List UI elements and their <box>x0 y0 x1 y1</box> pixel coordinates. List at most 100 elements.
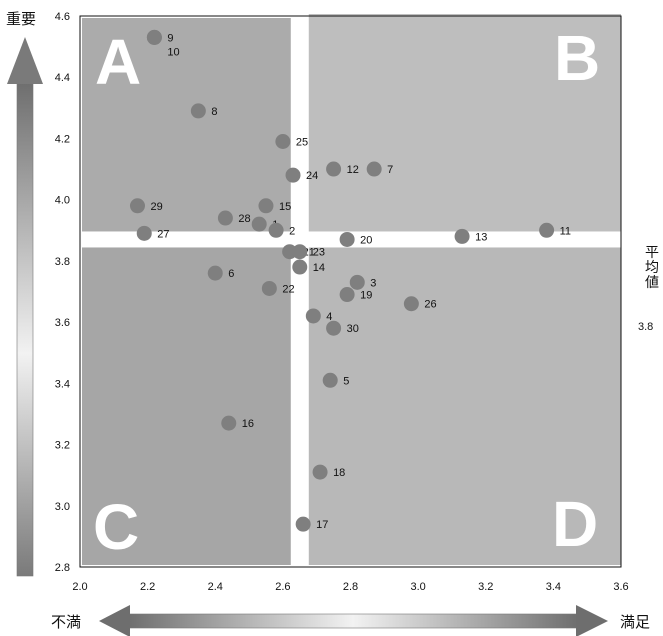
data-points: 1234567891011121314151617181920212223242… <box>129 29 571 532</box>
point-label-16: 16 <box>242 418 254 430</box>
importance-label: 重要 <box>6 10 36 28</box>
x-tick-label: 3.0 <box>410 581 425 593</box>
average-label-char: 平 <box>645 245 659 261</box>
point-label-17: 17 <box>316 519 328 531</box>
average-label-char: 値 <box>645 275 659 291</box>
point-label-8: 8 <box>211 106 217 118</box>
point-22 <box>261 280 277 296</box>
quadrant-label-d: D <box>552 488 598 560</box>
x-tick-label: 2.6 <box>275 581 290 593</box>
x-tick-label: 2.2 <box>140 581 155 593</box>
quadrant-b <box>308 14 621 232</box>
point-label-25: 25 <box>296 137 308 149</box>
point-label-9: 9 <box>167 32 173 44</box>
point-label-26: 26 <box>424 299 436 311</box>
y-tick-label: 4.2 <box>55 133 70 145</box>
y-tick-label: 4.0 <box>55 195 70 207</box>
x-tick-label: 2.0 <box>72 581 87 593</box>
y-tick-label: 3.4 <box>55 378 70 390</box>
point-label-14: 14 <box>313 262 325 274</box>
point-28 <box>217 210 233 226</box>
point-29 <box>129 198 145 214</box>
point-label-12: 12 <box>347 164 359 176</box>
point-6 <box>207 265 223 281</box>
point-18 <box>312 464 328 480</box>
point-label-24: 24 <box>306 170 318 182</box>
point-7 <box>366 161 382 177</box>
point-4 <box>305 308 321 324</box>
plot-frame <box>79 15 622 568</box>
x-tick-label: 3.2 <box>478 581 493 593</box>
quadrant-label-c: C <box>93 491 139 563</box>
point-label-20: 20 <box>360 234 372 246</box>
point-label-15: 15 <box>279 201 291 213</box>
point-label-7: 7 <box>387 164 393 176</box>
point-16 <box>221 415 237 431</box>
y-tick-label: 2.8 <box>55 562 70 574</box>
average-value-label: 平均値 3.8 <box>638 245 659 333</box>
point-label-4: 4 <box>326 311 332 323</box>
x-tick-label: 2.4 <box>208 581 223 593</box>
plot-area <box>79 14 622 568</box>
point-label-10: 10 <box>167 46 179 58</box>
point-label-27: 27 <box>157 228 169 240</box>
point-27 <box>136 225 152 241</box>
point-12 <box>326 161 342 177</box>
point-label-19: 19 <box>360 290 372 302</box>
y-axis-ticks: 2.8 3.0 3.2 3.4 3.6 3.8 4.0 4.2 4.4 4.6 <box>55 11 70 574</box>
point-1 <box>251 216 267 232</box>
point-20 <box>339 231 355 247</box>
point-8 <box>190 103 206 119</box>
point-11 <box>539 222 555 238</box>
point-17 <box>295 516 311 532</box>
point-5 <box>322 372 338 388</box>
satisfied-label: 満足 <box>620 613 650 631</box>
point-label-30: 30 <box>347 323 359 335</box>
average-value: 3.8 <box>638 321 653 333</box>
y-tick-label: 3.6 <box>55 317 70 329</box>
point-13 <box>454 228 470 244</box>
point-23 <box>292 244 308 260</box>
point-14 <box>292 259 308 275</box>
point-label-22: 22 <box>282 283 294 295</box>
point-19 <box>339 287 355 303</box>
x-tick-label: 3.4 <box>546 581 561 593</box>
point-label-3: 3 <box>370 277 376 289</box>
point-label-2: 2 <box>289 225 295 237</box>
y-tick-label: 3.2 <box>55 440 70 452</box>
point-label-6: 6 <box>228 268 234 280</box>
point-26 <box>403 296 419 312</box>
point-label-28: 28 <box>238 213 250 225</box>
point-label-23: 23 <box>313 247 325 259</box>
y-tick-label: 3.0 <box>55 501 70 513</box>
quadrant-label-b: B <box>554 22 600 94</box>
quadrant-label-a: A <box>95 26 141 98</box>
point-25 <box>275 134 291 150</box>
point-label-29: 29 <box>150 201 162 213</box>
point-label-11: 11 <box>560 225 571 237</box>
point-30 <box>326 320 342 336</box>
point-label-18: 18 <box>333 467 345 479</box>
average-label-char: 均 <box>645 260 659 276</box>
y-tick-label: 3.8 <box>55 256 70 268</box>
dissatisfied-label: 不満 <box>51 613 81 631</box>
x-axis-ticks: 2.0 2.2 2.4 2.6 2.8 3.0 3.2 3.4 3.6 <box>72 581 628 593</box>
y-tick-label: 4.6 <box>55 11 70 23</box>
point-label-13: 13 <box>475 231 487 243</box>
point-10 <box>146 29 162 45</box>
satisfaction-arrow <box>99 605 608 636</box>
quadrant-d <box>308 247 621 565</box>
point-2 <box>268 222 284 238</box>
x-tick-label: 2.8 <box>343 581 358 593</box>
y-tick-label: 4.4 <box>55 72 70 84</box>
quadrant-c <box>82 247 291 565</box>
x-tick-label: 3.6 <box>613 581 628 593</box>
quadrant-a <box>82 18 291 232</box>
point-3 <box>349 274 365 290</box>
point-label-5: 5 <box>343 375 349 387</box>
quadrant-labels: A B C D <box>93 22 600 563</box>
importance-arrow <box>7 37 43 577</box>
point-24 <box>285 167 301 183</box>
point-15 <box>258 198 274 214</box>
